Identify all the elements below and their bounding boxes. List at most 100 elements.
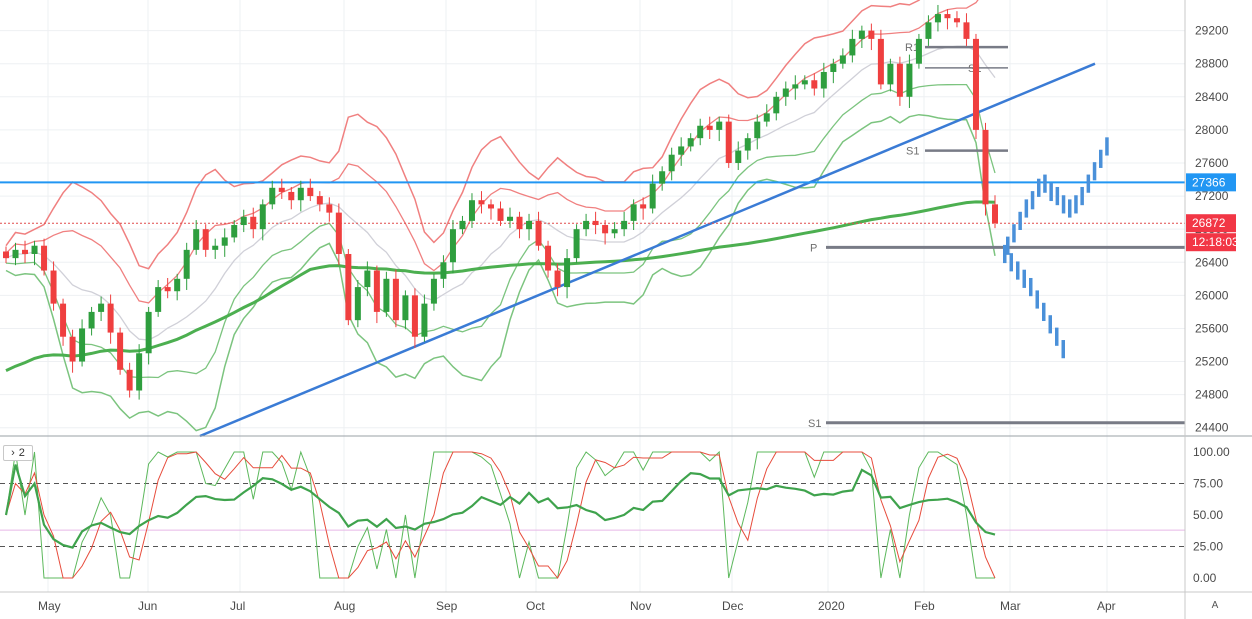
level-label: R1 bbox=[905, 42, 919, 54]
candle-body bbox=[440, 262, 447, 279]
candle-body bbox=[649, 183, 656, 209]
candle-body bbox=[849, 38, 856, 56]
candle-body bbox=[516, 216, 523, 230]
candle-body bbox=[545, 245, 552, 271]
price-tag-text: 12:18:03 bbox=[1192, 235, 1239, 249]
candle-body bbox=[877, 38, 884, 85]
candle-body bbox=[335, 212, 342, 254]
price-tick-label: 25200 bbox=[1195, 355, 1229, 369]
candle-body bbox=[735, 150, 742, 163]
time-tick-label: Mar bbox=[1000, 599, 1021, 613]
candle-body bbox=[164, 287, 171, 292]
candle-body bbox=[982, 129, 989, 205]
price-tag bbox=[1186, 173, 1236, 192]
candle-body bbox=[564, 258, 571, 288]
projection-bar bbox=[1055, 327, 1059, 346]
projection-bar bbox=[1009, 253, 1013, 272]
time-tick-label: Dec bbox=[722, 599, 743, 613]
candle-body bbox=[145, 311, 152, 354]
candle-body bbox=[212, 245, 219, 250]
projection-bar bbox=[1061, 195, 1066, 214]
time-tick-label: Jul bbox=[230, 599, 245, 613]
projection-bar bbox=[1024, 199, 1029, 218]
projection-bar bbox=[1018, 211, 1022, 230]
projection-bar bbox=[1105, 137, 1109, 156]
candle-body bbox=[744, 138, 751, 151]
candle-body bbox=[992, 204, 998, 224]
grid bbox=[0, 0, 1185, 592]
candle-body bbox=[630, 204, 637, 221]
candle-body bbox=[934, 14, 941, 23]
candle-body bbox=[716, 121, 723, 130]
candle-body bbox=[478, 200, 485, 205]
osc-tick-label: 50.00 bbox=[1193, 508, 1223, 522]
candle-body bbox=[725, 121, 732, 163]
candle-body bbox=[468, 200, 475, 221]
candle-body bbox=[364, 270, 371, 288]
projection-bar bbox=[1043, 174, 1047, 193]
candle-body bbox=[830, 63, 837, 72]
candle-body bbox=[22, 249, 29, 254]
candle-body bbox=[887, 63, 894, 85]
candle-body bbox=[31, 245, 38, 254]
bollinger-upper-inner bbox=[5, 0, 979, 304]
price-tick-label: 26000 bbox=[1195, 288, 1229, 302]
candle-body bbox=[687, 138, 694, 147]
candle-body bbox=[953, 18, 960, 23]
candle-body bbox=[373, 270, 380, 312]
candle-body bbox=[792, 84, 799, 89]
bollinger-mid bbox=[5, 45, 996, 341]
auto-scale-button[interactable]: A bbox=[1211, 599, 1219, 611]
candle-body bbox=[307, 187, 314, 197]
time-tick-label: Oct bbox=[526, 599, 545, 613]
pane-toggle-label: 2 bbox=[18, 447, 25, 459]
candle-body bbox=[820, 71, 827, 89]
price-tick-label: 29200 bbox=[1195, 24, 1229, 38]
candle-body bbox=[507, 216, 514, 221]
candle-body bbox=[697, 125, 704, 139]
projection-bar bbox=[1012, 224, 1016, 243]
candle-body bbox=[459, 220, 466, 230]
bollinger-lower-inner bbox=[5, 83, 996, 379]
candle-body bbox=[773, 96, 780, 114]
candle-body bbox=[354, 287, 361, 321]
osc-tick-label: 100.00 bbox=[1193, 445, 1230, 459]
candle-body bbox=[896, 63, 903, 97]
candle-body bbox=[193, 229, 200, 250]
level-label: S1 bbox=[808, 418, 821, 430]
projection-bars bbox=[1003, 137, 1109, 359]
candle-body bbox=[316, 196, 323, 205]
bollinger-bands bbox=[5, 0, 996, 432]
projection-bar bbox=[1003, 244, 1007, 264]
price-tag-text: 27366 bbox=[1192, 175, 1226, 189]
moving-averages bbox=[5, 200, 996, 372]
price-tag bbox=[1186, 214, 1236, 233]
osc-tick-label: 75.00 bbox=[1193, 477, 1223, 491]
pane-toggle-button[interactable]: › 2 bbox=[3, 445, 33, 461]
candle-body bbox=[554, 270, 561, 288]
candle-body bbox=[250, 216, 257, 230]
candle-body bbox=[240, 216, 247, 226]
price-tick-label: 27600 bbox=[1195, 156, 1229, 170]
candlesticks bbox=[3, 4, 998, 400]
candle-body bbox=[12, 249, 19, 259]
price-tick-label: 28400 bbox=[1195, 90, 1229, 104]
candle-body bbox=[782, 88, 789, 97]
projection-bar bbox=[1006, 236, 1010, 255]
projection-bar bbox=[1068, 199, 1072, 218]
level-label: P bbox=[810, 242, 817, 254]
projection-bar bbox=[1035, 290, 1039, 309]
candle-body bbox=[611, 229, 618, 234]
long-moving-average bbox=[5, 200, 996, 372]
candle-body bbox=[535, 220, 542, 246]
time-tick-label: Apr bbox=[1097, 599, 1116, 613]
price-tick-label: 24800 bbox=[1195, 388, 1229, 402]
candle-body bbox=[60, 303, 67, 337]
price-tick-label: 27200 bbox=[1195, 189, 1229, 203]
stoch-k-line bbox=[5, 450, 995, 579]
projection-bar bbox=[1074, 195, 1078, 214]
candle-body bbox=[174, 278, 181, 292]
price-tag-text: 26872 bbox=[1192, 216, 1226, 230]
